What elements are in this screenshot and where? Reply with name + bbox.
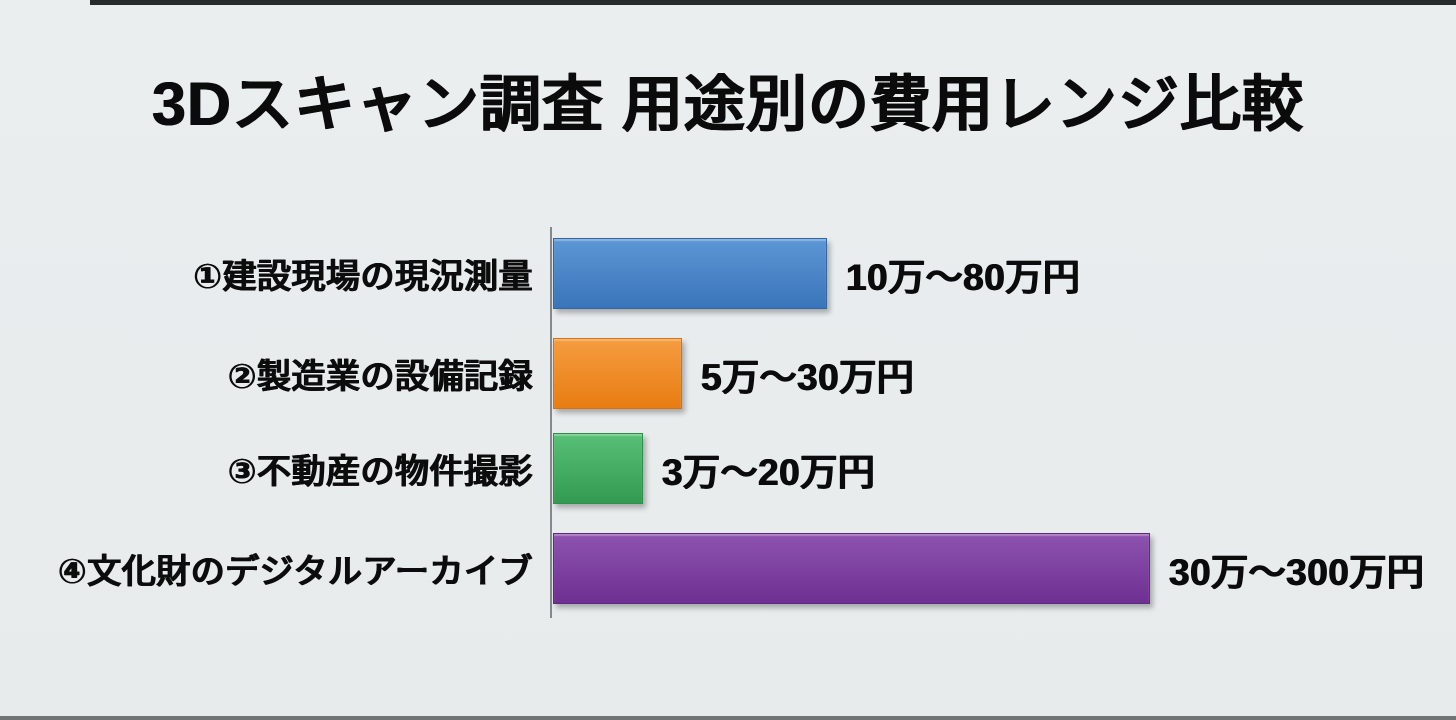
chart-title: 3Dスキャン調査 用途別の費用レンジ比較 [152,70,1304,138]
value-label: 5万〜30万円 [701,356,915,398]
top-edge-artifact [90,0,1456,5]
bar [553,238,827,309]
value-label: 30万〜300万円 [1169,551,1425,593]
bottom-edge-artifact [0,716,1456,720]
chart-row: ②製造業の設備記録 5万〜30万円 [0,338,1456,409]
value-label: 10万〜80万円 [846,256,1081,298]
value-label: 3万〜20万円 [662,451,876,493]
y-axis-baseline [550,227,552,618]
category-label: ②製造業の設備記録 [227,358,533,396]
category-label: ①建設現場の現況測量 [193,258,533,296]
bar [553,338,682,409]
chart-row: ③不動産の物件撮影 3万〜20万円 [0,433,1456,504]
category-label: ③不動産の物件撮影 [227,453,533,491]
category-label: ④文化財のデジタルアーカイブ [57,553,533,591]
bar [553,533,1150,604]
bar [553,433,643,504]
chart-row: ④文化財のデジタルアーカイブ 30万〜300万円 [0,533,1456,604]
chart-row: ①建設現場の現況測量 10万〜80万円 [0,238,1456,309]
